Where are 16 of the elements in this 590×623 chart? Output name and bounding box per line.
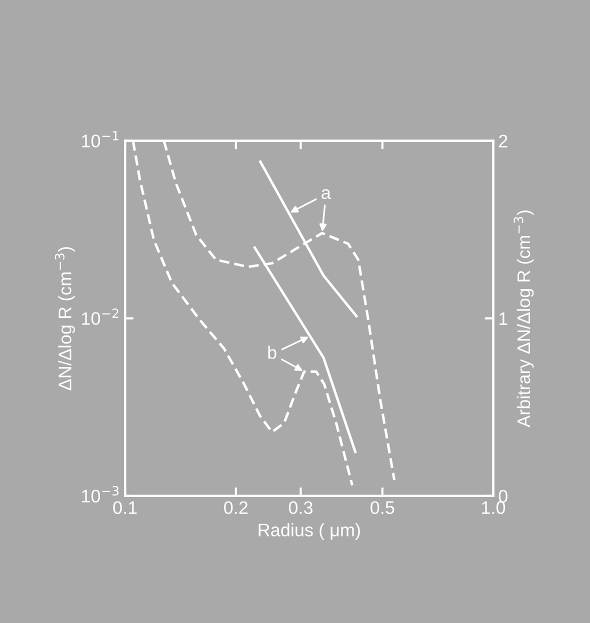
y-axis-title: ΔN/Δlog R (cm$^{−3}$) <box>54 247 75 390</box>
y2-axis-title: Arbitrary ΔN/Δlog R (cm$^{−3}$) <box>514 210 534 428</box>
y-tick-label: 10$^{−2}$ <box>82 308 118 325</box>
x-tick-label: 0.5 <box>370 501 394 514</box>
x-tick-label: 0.1 <box>113 501 137 514</box>
y-tick-label: 10$^{−3}$ <box>82 486 119 502</box>
y-tick-label: 10$^{−1}$ <box>82 131 118 148</box>
y2-tick-label: 2 <box>499 134 508 148</box>
x-tick-label: 0.2 <box>224 501 248 514</box>
y2-tick-label: 0 <box>498 490 508 503</box>
x-tick-label: 0.3 <box>288 501 312 514</box>
y2-tick-label: 1 <box>499 312 508 325</box>
x-axis-title: Radius ( μm) <box>258 523 360 540</box>
annotation: b <box>268 346 276 359</box>
x-tick-label: 1.0 <box>482 501 506 514</box>
annotation: a <box>322 189 331 200</box>
